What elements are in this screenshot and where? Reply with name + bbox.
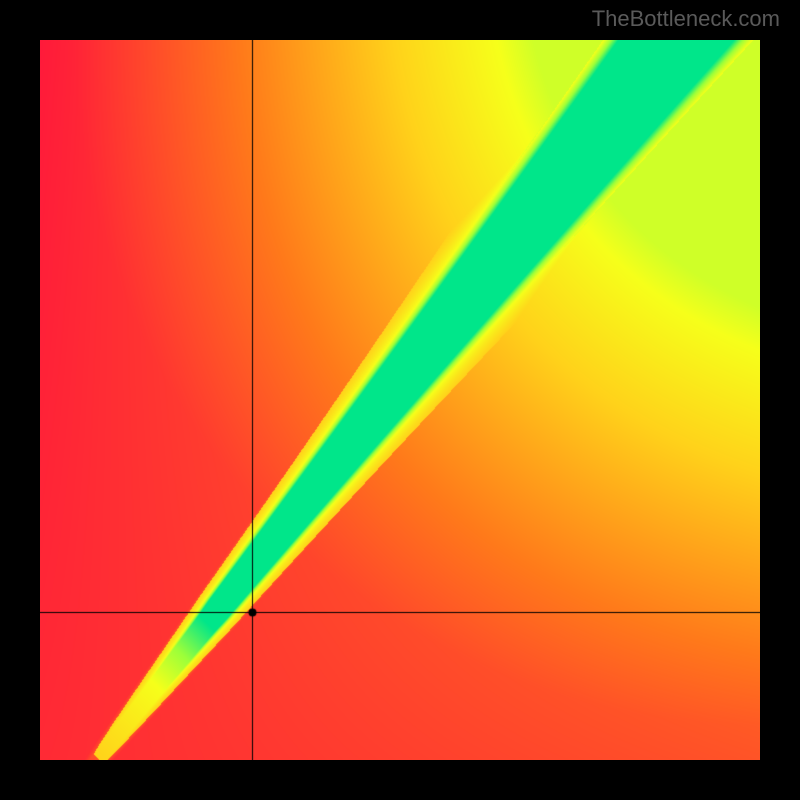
watermark-text: TheBottleneck.com (592, 6, 780, 32)
chart-container: TheBottleneck.com (0, 0, 800, 800)
plot-area (40, 40, 760, 760)
heatmap-canvas (40, 40, 760, 760)
